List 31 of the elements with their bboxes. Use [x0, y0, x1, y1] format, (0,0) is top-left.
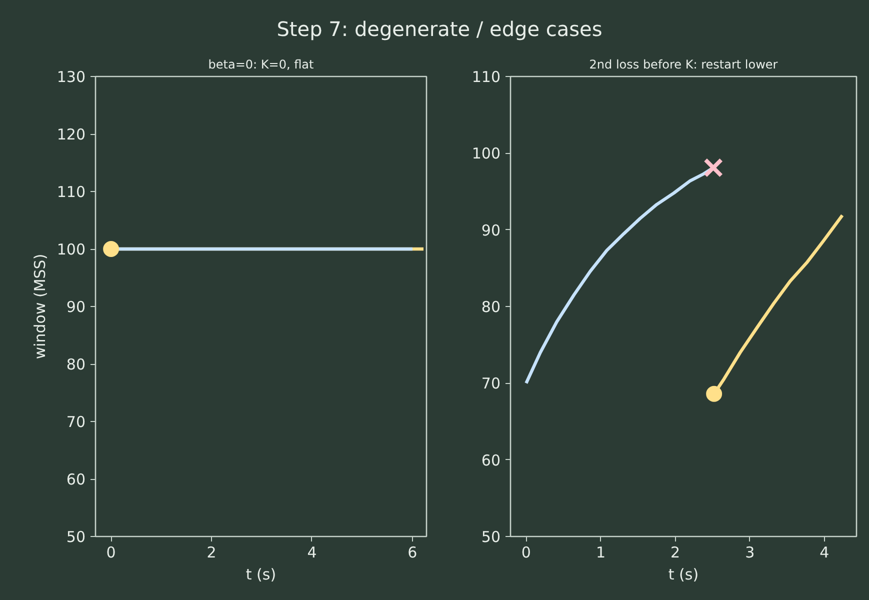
- y-tick-label: 50: [481, 528, 501, 546]
- y-tick-label: 110: [472, 68, 501, 86]
- x-tick-label: 4: [820, 544, 830, 562]
- y-tick-label: 50: [66, 528, 86, 546]
- x-tick-label: 2: [206, 544, 216, 562]
- y-tick-label: 110: [56, 183, 86, 201]
- y-tick-label: 90: [66, 298, 86, 316]
- x-tick-label: 0: [106, 544, 116, 562]
- chart-subtitle: beta=0: K=0, flat: [208, 58, 314, 72]
- x-axis-title: t (s): [246, 566, 276, 584]
- y-tick-label: 60: [481, 451, 501, 470]
- x-tick-label: 1: [596, 544, 606, 562]
- x-axis-title: t (s): [668, 566, 699, 584]
- x-tick-label: 2: [670, 544, 680, 562]
- y-tick-label: 100: [56, 240, 86, 258]
- y-tick-label: 120: [56, 126, 86, 144]
- x-tick-label: 3: [745, 544, 755, 562]
- y-axis-title: window (MSS): [30, 254, 49, 360]
- y-tick-label: 80: [481, 298, 501, 316]
- y-tick-label: 90: [481, 221, 501, 240]
- y-tick-label: 70: [481, 374, 501, 393]
- x-tick-label: 0: [521, 544, 531, 562]
- y-tick-label: 80: [66, 356, 86, 374]
- chart-subtitle: 2nd loss before K: restart lower: [589, 58, 778, 72]
- x-tick-label: 6: [408, 544, 418, 562]
- y-tick-label: 60: [66, 470, 86, 488]
- y-tick-label: 100: [472, 144, 501, 163]
- x-tick-label: 4: [307, 544, 317, 562]
- y-tick-label: 130: [56, 68, 86, 86]
- y-tick-label: 70: [66, 413, 86, 431]
- chart-title: Step 7: degenerate / edge cases: [276, 16, 602, 43]
